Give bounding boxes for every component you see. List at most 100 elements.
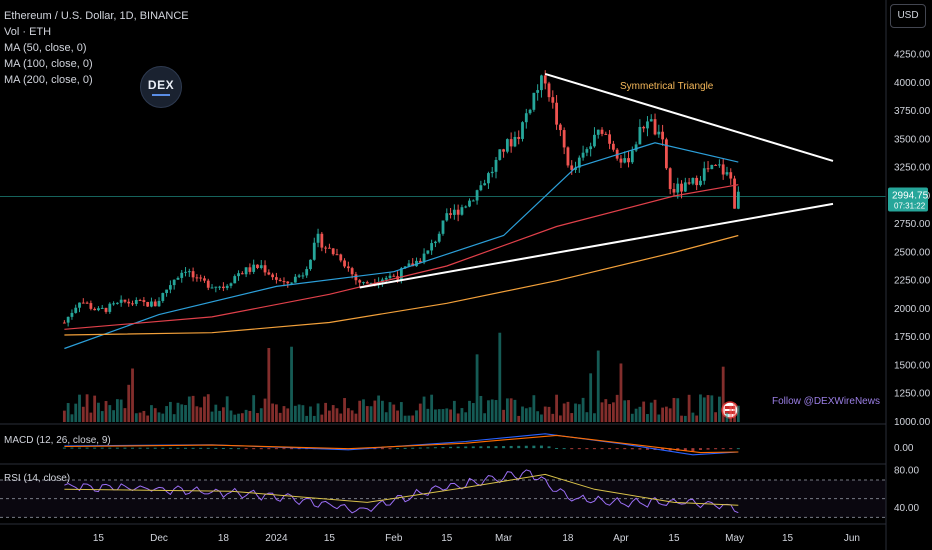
volume-bar: [714, 412, 718, 422]
volume-bar: [680, 415, 683, 422]
candle-body: [104, 307, 108, 312]
candle-body: [483, 183, 487, 186]
macd-histogram-bar: [373, 448, 377, 450]
volume-bar: [600, 402, 604, 422]
candle-body: [642, 126, 646, 129]
macd-pane[interactable]: [62, 433, 740, 456]
macd-histogram-bar: [433, 447, 437, 449]
candle-body: [218, 286, 222, 288]
candle-body: [100, 307, 104, 309]
price-pane[interactable]: [0, 70, 886, 525]
candle-body: [487, 173, 490, 184]
macd-histogram-bar: [252, 448, 256, 450]
candle-body: [331, 248, 335, 255]
macd-histogram-bar: [729, 448, 733, 450]
volume-bar: [229, 410, 233, 422]
macd-histogram-bar: [736, 448, 740, 450]
candle-body: [381, 279, 384, 283]
volume-bar: [706, 395, 710, 422]
dex-logo: DEX: [140, 66, 182, 108]
symbol-line[interactable]: Ethereum / U.S. Dollar, 1D, BINANCE: [4, 10, 189, 22]
candle-body: [415, 260, 418, 267]
macd-histogram-bar: [418, 447, 422, 449]
volume-bar: [574, 403, 577, 422]
candle-body: [112, 303, 115, 305]
ma-line-2: [64, 184, 739, 330]
candle-body: [305, 269, 309, 276]
volume-bar: [297, 404, 301, 422]
macd-histogram-bar: [206, 447, 210, 449]
time-tick-label: Dec: [150, 533, 168, 544]
price-tick-label: 2000.00: [894, 304, 931, 315]
price-tick-label: 4000.00: [894, 78, 931, 89]
currency-button[interactable]: USD: [890, 4, 926, 28]
macd-histogram-bar: [403, 447, 407, 449]
volume-bar: [354, 413, 358, 422]
time-tick-label: 18: [562, 533, 574, 544]
volume-bar: [81, 406, 85, 422]
candle-body: [187, 271, 191, 273]
candle-body: [706, 168, 710, 170]
macd-histogram-bar: [168, 447, 172, 449]
volume-bar: [407, 415, 411, 422]
macd-signal-line: [64, 434, 739, 454]
candle-body: [343, 260, 346, 267]
macd-histogram-bar: [714, 448, 718, 450]
volume-bar: [256, 413, 259, 422]
volume-bar: [146, 415, 150, 422]
candle-body: [714, 164, 718, 166]
rsi-label[interactable]: RSI (14, close): [4, 473, 71, 484]
time-tick-label: Mar: [495, 533, 513, 544]
indicator-volume[interactable]: Vol · ETH: [4, 26, 52, 38]
volume-bar: [483, 413, 487, 422]
candle-body: [623, 158, 627, 163]
macd-histogram-bar: [221, 447, 225, 449]
volume-bar: [362, 399, 365, 422]
time-axis[interactable]: 15 Dec 18 2024 15 Feb 15 Mar 18 Apr 15 May 15 Jun: [93, 533, 860, 544]
price-tick-label: 2750.00: [894, 219, 931, 230]
candle-body: [733, 178, 736, 209]
volume-bar: [403, 415, 407, 422]
volume-bar: [115, 399, 119, 422]
candle-body: [206, 280, 210, 288]
price-badge: [888, 187, 928, 212]
indicator-ma100[interactable]: MA (100, close, 0): [4, 58, 93, 70]
time-tick-label: Feb: [385, 533, 403, 544]
volume-bar: [619, 363, 623, 422]
candle-body: [297, 275, 301, 277]
volume-bar: [695, 415, 699, 422]
candle-body: [335, 254, 339, 256]
candle-body: [524, 113, 528, 123]
candle-body: [494, 159, 498, 172]
volume-bar: [471, 403, 475, 422]
volume-bar: [487, 400, 490, 422]
indicator-ma50[interactable]: MA (50, close, 0): [4, 42, 87, 54]
macd-histogram-bar: [380, 448, 384, 450]
candle-body: [434, 241, 437, 244]
volume-bar: [630, 413, 634, 422]
volume-bar: [687, 394, 691, 422]
volume-bar: [339, 413, 343, 422]
rsi-pane[interactable]: [0, 469, 886, 518]
candle-body: [252, 264, 256, 272]
volume-bar: [611, 402, 615, 422]
candle-body: [418, 260, 422, 263]
macd-histogram-bar: [290, 448, 294, 450]
macd-histogram-bar: [479, 446, 483, 449]
macd-label[interactable]: MACD (12, 26, close, 9): [4, 435, 111, 446]
candle-body: [664, 139, 668, 169]
macd-tick-label: 0.00: [894, 443, 914, 454]
volume-bar: [381, 400, 384, 422]
volume-bar: [699, 394, 702, 422]
macd-histogram-bar: [259, 448, 263, 450]
volume-bar: [240, 413, 244, 422]
macd-histogram-bar: [698, 448, 702, 450]
volume-bar: [524, 408, 528, 422]
volume-bar: [479, 395, 483, 422]
indicator-ma200[interactable]: MA (200, close, 0): [4, 74, 93, 86]
macd-histogram-bar: [184, 447, 188, 449]
time-tick-label: 18: [218, 533, 230, 544]
volume-bar: [415, 410, 418, 422]
macd-histogram-bar: [623, 448, 627, 450]
macd-histogram-bar: [176, 447, 180, 449]
